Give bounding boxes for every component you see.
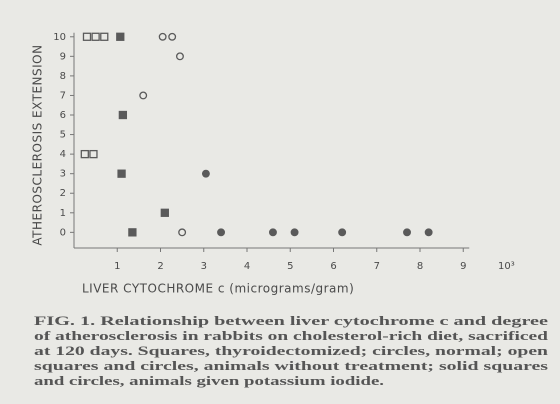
- y-tick-label: 10: [53, 32, 66, 43]
- caption-line: at 120 days. Squares, thyroidectomized; …: [34, 344, 548, 358]
- y-tick-label: 8: [60, 71, 66, 82]
- point: [269, 228, 277, 237]
- x-tick-label: 7: [374, 261, 380, 272]
- x-tick-label: 2: [157, 261, 163, 272]
- y-tick-label: 6: [60, 110, 66, 121]
- point: [128, 228, 137, 237]
- caption-line: and circles, animals given potassium iod…: [34, 374, 384, 388]
- y-tick-label: 2: [60, 188, 66, 199]
- point: [338, 228, 347, 237]
- point: [168, 32, 177, 41]
- y-tick-label: 7: [60, 90, 66, 101]
- point: [290, 228, 299, 237]
- x-tick-label: 9: [460, 261, 466, 272]
- caption-line: of atherosclerosis in rabbits on cholest…: [34, 329, 548, 343]
- point: [158, 32, 167, 41]
- x-unit: 10³: [498, 261, 515, 272]
- point: [139, 91, 148, 100]
- point: [91, 32, 100, 41]
- caption-line: squares and circles, animals without tre…: [34, 359, 548, 373]
- x-tick-label: 3: [201, 261, 207, 272]
- y-tick-label: 4: [60, 149, 66, 160]
- x-axis-title: LIVER CYTOCHROME c (micrograms/gram): [82, 282, 354, 296]
- point: [178, 228, 187, 237]
- point: [100, 32, 109, 41]
- x-tick-label: 1: [114, 261, 120, 272]
- point: [89, 149, 98, 159]
- point: [424, 228, 433, 237]
- point: [82, 32, 92, 41]
- x-tick-label: 5: [287, 261, 293, 272]
- y-tick-label: 0: [60, 227, 66, 238]
- y-tick-label: 1: [60, 208, 66, 219]
- point: [403, 228, 411, 237]
- x-tick-label: 6: [330, 261, 336, 272]
- point: [217, 228, 225, 237]
- point: [118, 110, 128, 120]
- point: [80, 149, 89, 159]
- point: [117, 169, 126, 178]
- y-tick-label: 3: [60, 169, 66, 180]
- y-tick-label: 9: [60, 51, 66, 62]
- point: [201, 169, 210, 178]
- x-tick-label: 4: [244, 261, 250, 272]
- point: [176, 52, 184, 61]
- x-tick-label: 8: [417, 261, 423, 272]
- caption-line: FIG. 1. Relationship between liver cytoc…: [34, 314, 549, 328]
- y-axis-title: ATHEROSCLEROSIS EXTENSION: [31, 44, 45, 245]
- point: [116, 32, 125, 41]
- y-tick-label: 5: [60, 130, 66, 141]
- point: [160, 208, 169, 217]
